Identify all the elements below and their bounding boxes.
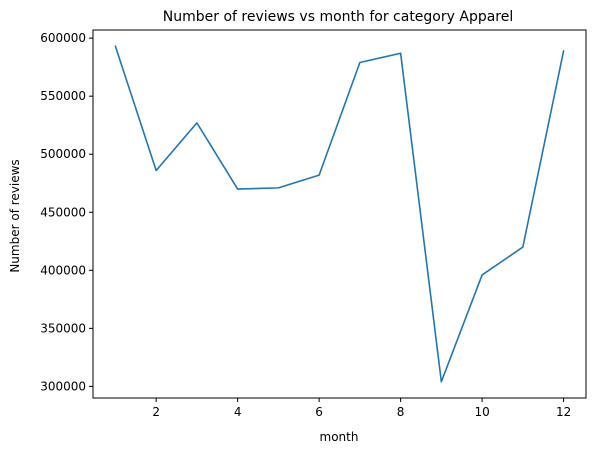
x-axis: 2 4 6 8 10 12 bbox=[152, 398, 571, 419]
y-tick-label: 550000 bbox=[40, 89, 86, 103]
x-tick-label: 12 bbox=[556, 405, 571, 419]
y-axis: 300000 350000 400000 450000 500000 550000 6000… bbox=[40, 31, 93, 393]
y-tick-label: 500000 bbox=[40, 147, 86, 161]
y-axis-label: Number of reviews bbox=[8, 159, 22, 272]
x-tick-label: 10 bbox=[474, 405, 489, 419]
x-axis-label: month bbox=[320, 430, 359, 444]
x-tick-label: 2 bbox=[152, 405, 160, 419]
y-tick-label: 400000 bbox=[40, 263, 86, 277]
plot-frame bbox=[92, 29, 587, 399]
series-line bbox=[114, 45, 565, 383]
x-tick-label: 4 bbox=[234, 405, 242, 419]
x-tick-label: 8 bbox=[397, 405, 405, 419]
y-tick-label: 450000 bbox=[40, 205, 86, 219]
y-tick-label: 300000 bbox=[40, 379, 86, 393]
y-tick-label: 600000 bbox=[40, 31, 86, 45]
x-tick-label: 6 bbox=[315, 405, 323, 419]
chart-title: Number of reviews vs month for category … bbox=[163, 9, 514, 25]
y-tick-label: 350000 bbox=[40, 321, 86, 335]
